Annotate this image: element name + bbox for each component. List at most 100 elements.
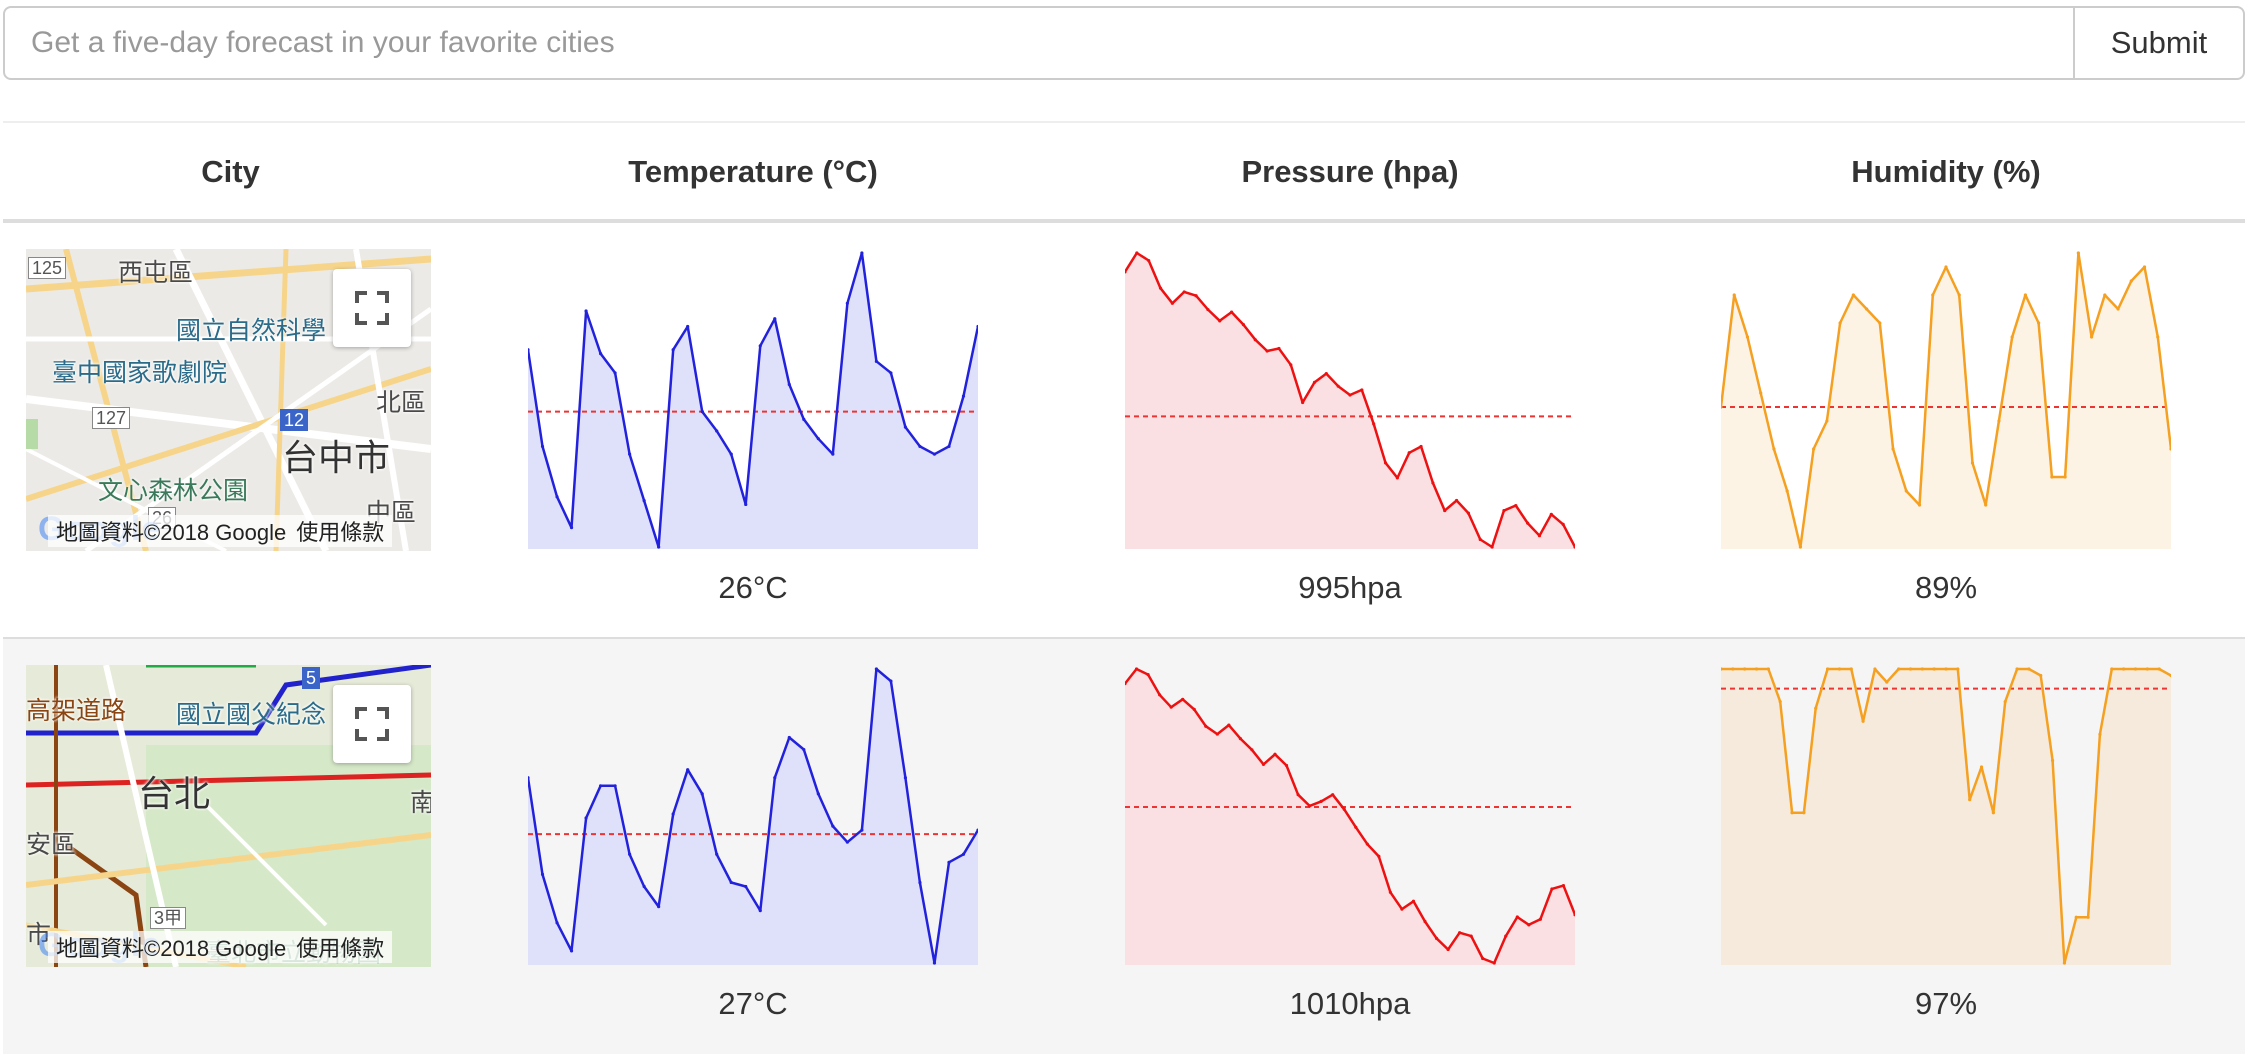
chart-point	[1239, 737, 1242, 740]
chart-point	[555, 921, 558, 924]
chart-point	[1873, 667, 1876, 670]
table-row: 125 西屯區 國立自然科學 臺中國家歌劇院 北區 127 12 台中市 文心森…	[3, 223, 2245, 637]
chart-point	[1146, 673, 1149, 676]
map-label-district: 安區	[26, 825, 76, 861]
chart-point	[672, 812, 675, 815]
submit-button[interactable]: Submit	[2073, 8, 2243, 78]
chart-point	[773, 776, 776, 779]
chart-point	[1956, 667, 1959, 670]
chart-point	[1250, 748, 1253, 751]
chart-point	[1514, 504, 1517, 507]
chart-point	[1491, 545, 1494, 548]
chart-point	[1931, 293, 1934, 296]
map-attribution: 地圖資料©2018 Google 使用條款	[48, 515, 392, 547]
map-label-district: 西屯區	[118, 253, 193, 289]
city-map[interactable]: 125 西屯區 國立自然科學 臺中國家歌劇院 北區 127 12 台中市 文心森…	[26, 249, 431, 551]
humidity-value: 89%	[1696, 570, 2196, 606]
chart-point	[904, 776, 907, 779]
chart-point	[541, 445, 544, 448]
chart-point	[1493, 961, 1496, 964]
chart-point	[1812, 447, 1815, 450]
chart-point	[1400, 908, 1403, 911]
chart-point	[1206, 308, 1209, 311]
pressure-chart	[1125, 249, 1575, 549]
chart-point	[686, 325, 689, 328]
chart-point	[1194, 294, 1197, 297]
chart-point	[613, 371, 616, 374]
chart-point	[1181, 698, 1184, 701]
chart-point	[1802, 811, 1805, 814]
chart-point	[788, 383, 791, 386]
fullscreen-icon	[333, 685, 411, 763]
chart-point	[1171, 302, 1174, 305]
chart-point	[672, 348, 675, 351]
chart-point	[860, 828, 863, 831]
chart-point	[1289, 363, 1292, 366]
chart-point	[2063, 961, 2066, 964]
chart-point	[875, 360, 878, 363]
temperature-value: 26°C	[503, 570, 1003, 606]
chart-point	[1799, 545, 1802, 548]
chart-point	[2050, 475, 2053, 478]
map-footer: Google 地圖資料©2018 Google使用條款	[26, 517, 431, 551]
chart-point	[1331, 793, 1334, 796]
header-city: City	[23, 123, 438, 221]
chart-point	[730, 881, 733, 884]
chart-point	[962, 395, 965, 398]
fullscreen-button[interactable]	[333, 685, 411, 763]
chart-point	[1909, 667, 1912, 670]
chart-point	[1443, 509, 1446, 512]
map-label-poi: 國立國父紀念	[176, 695, 326, 731]
map-label-road: 高架道路	[26, 691, 126, 727]
city-search-input[interactable]	[5, 8, 2073, 78]
chart-point	[1786, 489, 1789, 492]
map-terms-link[interactable]: 使用條款	[296, 520, 384, 545]
chart-point	[1147, 259, 1150, 262]
chart-point	[2075, 916, 2078, 919]
chart-point	[1372, 422, 1375, 425]
chart-point	[1733, 293, 1736, 296]
chart-point	[831, 453, 834, 456]
road-badge: 125	[28, 257, 66, 279]
chart-point	[759, 344, 762, 347]
chart-point	[599, 784, 602, 787]
map-label-district: 南	[410, 783, 431, 819]
chart-point	[1825, 419, 1828, 422]
chart-point	[2004, 700, 2007, 703]
chart-point	[831, 824, 834, 827]
chart-point	[643, 499, 646, 502]
chart-point	[1527, 923, 1530, 926]
chart-point	[1516, 915, 1519, 918]
chart-point	[2090, 335, 2093, 338]
map-terms-link[interactable]: 使用條款	[296, 936, 384, 961]
fullscreen-icon	[333, 269, 411, 347]
chart-point	[2039, 674, 2042, 677]
road-badge: 12	[280, 409, 308, 431]
chart-point	[1218, 319, 1221, 322]
map-footer: Google 地圖資料©2018 Google使用條款	[26, 933, 431, 967]
chart-point	[1984, 503, 1987, 506]
temperature-value: 27°C	[503, 986, 1003, 1022]
chart-point	[1423, 920, 1426, 923]
chart-point	[1455, 499, 1458, 502]
fullscreen-button[interactable]	[333, 269, 411, 347]
chart-point	[1308, 804, 1311, 807]
temperature-chart	[528, 665, 978, 965]
chart-point	[1767, 667, 1770, 670]
chart-point	[802, 748, 805, 751]
city-map[interactable]: 高架道路 國立國父紀念 5 台北 安區 南 市 3甲 臺北市立動物園 Googl…	[26, 665, 431, 967]
chart-point	[2146, 667, 2149, 670]
chart-point	[1885, 680, 1888, 683]
chart-point	[1481, 957, 1484, 960]
chart-point	[1997, 419, 2000, 422]
chart-point	[947, 861, 950, 864]
chart-point	[2037, 321, 2040, 324]
pressure-value: 995hpa	[1100, 570, 1600, 606]
chart-point	[1227, 724, 1230, 727]
chart-point	[788, 736, 791, 739]
chart-point	[773, 317, 776, 320]
map-label-city: 台中市	[282, 429, 390, 481]
chart-point	[1838, 667, 1841, 670]
chart-point	[1135, 251, 1138, 254]
chart-point	[1779, 700, 1782, 703]
